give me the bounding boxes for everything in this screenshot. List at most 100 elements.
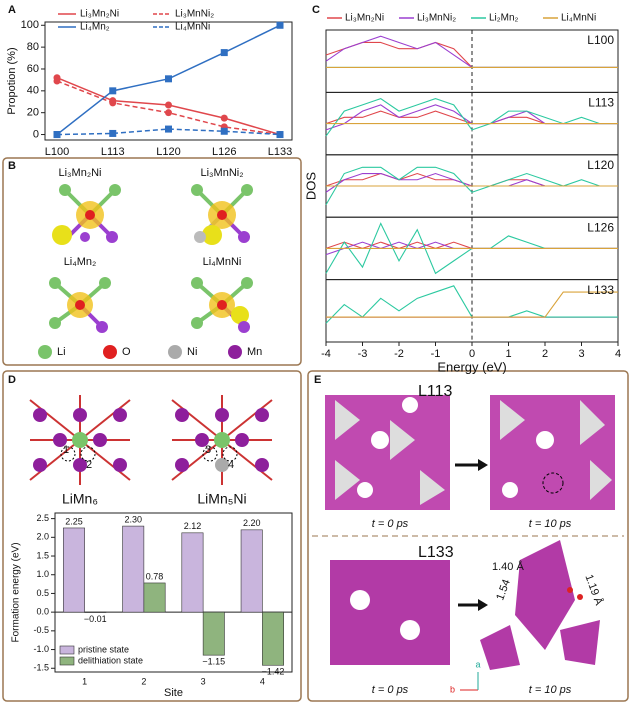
- subplot-label: L126: [587, 220, 614, 234]
- site-label: 3: [205, 444, 211, 456]
- y-tick-label: 2.5: [36, 513, 49, 523]
- subplot-label: L100: [587, 33, 614, 47]
- axis-name: a: [475, 659, 480, 669]
- x-tick-label: L126: [212, 146, 236, 158]
- y-axis-label: DOS: [303, 172, 318, 201]
- legend-swatch: [228, 345, 242, 359]
- arrow-head: [478, 459, 488, 471]
- y-tick-label: 2.0: [36, 532, 49, 542]
- marker: [109, 130, 116, 137]
- row-label: L133: [418, 544, 454, 561]
- crystal: [480, 540, 600, 670]
- structure-label: LiMn₆: [62, 491, 98, 507]
- value-label: 0.78: [146, 571, 164, 581]
- bar: [63, 528, 84, 612]
- bond-label: 1.54: [494, 578, 513, 602]
- x-tick-label: -2: [394, 348, 404, 360]
- y-tick-label: -0.5: [33, 625, 49, 635]
- subplot-label: L113: [588, 96, 614, 110]
- bar: [262, 612, 283, 665]
- bar: [123, 526, 144, 612]
- x-tick-label: -3: [358, 348, 368, 360]
- legend-swatch: [60, 657, 74, 665]
- value-label: −0.01: [84, 614, 107, 624]
- time-label: t = 0 ps: [372, 518, 409, 530]
- x-tick-label: 4: [260, 676, 265, 686]
- y-tick-label: -1.0: [33, 644, 49, 654]
- legend-label: Li: [57, 346, 66, 358]
- y-tick-label: 0: [33, 128, 39, 140]
- marker: [165, 102, 172, 109]
- structure-label: Li₄MnNi: [203, 256, 242, 268]
- bond-label: 1.40 Å: [492, 560, 524, 573]
- marker: [165, 109, 172, 116]
- value-label: 2.12: [184, 521, 202, 531]
- y-tick-label: 60: [27, 63, 39, 75]
- crystal: [330, 560, 450, 665]
- crystal: [325, 395, 450, 510]
- legend-label: Li₃MnNi₂: [175, 9, 214, 20]
- x-tick-label: 2: [141, 676, 146, 686]
- legend-label: Ni: [187, 346, 197, 358]
- legend-label: Li₂Mn₂: [489, 13, 519, 24]
- structure-label: Li₄Mn₂: [64, 256, 97, 268]
- panel-letter: A: [8, 4, 16, 16]
- x-tick-label: 3: [201, 676, 206, 686]
- bond-label: 1.19 Å: [582, 573, 605, 608]
- site-label: 2: [86, 459, 92, 471]
- site-label: 1: [63, 444, 69, 456]
- structure-label: Li₃MnNi₂: [201, 167, 244, 179]
- x-tick-label: 4: [615, 348, 621, 360]
- time-label: t = 10 ps: [529, 684, 572, 696]
- legend-label: Li₄MnNi: [175, 22, 210, 33]
- y-tick-label: 20: [27, 107, 39, 119]
- crystal: [490, 395, 615, 510]
- marker: [221, 49, 228, 56]
- legend-label: Mn: [247, 346, 262, 358]
- x-axis-label: Energy (eV): [437, 359, 506, 374]
- molecule: [49, 277, 111, 333]
- time-label: t = 10 ps: [529, 518, 572, 530]
- bar: [241, 530, 262, 612]
- marker: [165, 126, 172, 133]
- marker: [54, 78, 61, 85]
- legend-label: delithiation state: [78, 655, 143, 665]
- marker: [221, 115, 228, 122]
- subplot-label: L120: [587, 158, 614, 172]
- y-tick-label: 40: [27, 85, 39, 97]
- lattice: [172, 395, 272, 485]
- y-tick-label: 0.5: [36, 588, 49, 598]
- panel-letter: E: [314, 374, 321, 386]
- structures-b: Li₃Mn₂Ni Li₃MnNi₂ Li₄Mn₂ Li₄MnNi: [38, 167, 262, 359]
- bar: [182, 533, 203, 612]
- value-label: −1.15: [202, 657, 225, 667]
- y-tick-label: 0.0: [36, 607, 49, 617]
- marker: [165, 75, 172, 82]
- time-label: t = 0 ps: [372, 684, 409, 696]
- legend-label: Li₄Mn₂: [80, 22, 110, 33]
- x-tick-label: 3: [578, 348, 584, 360]
- legend-label: Li₃MnNi₂: [417, 13, 456, 24]
- legend-label: O: [122, 346, 131, 358]
- arrow-head: [478, 599, 488, 611]
- y-tick-label: 100: [21, 19, 39, 31]
- legend-swatch: [103, 345, 117, 359]
- y-tick-label: 1.5: [36, 550, 49, 560]
- structure-label: Li₃Mn₂Ni: [59, 167, 102, 179]
- molecule: [191, 184, 253, 245]
- subplot-label: L133: [587, 283, 614, 297]
- y-tick-label: 80: [27, 41, 39, 53]
- x-tick-label: 1: [505, 348, 511, 360]
- x-tick-label: 0: [469, 348, 475, 360]
- marker: [221, 128, 228, 135]
- structures-e: L113 t = 0 ps t = 10 ps L133 1.40 Å 1.54…: [325, 383, 615, 696]
- marker: [277, 22, 284, 29]
- legend-label: Li₃Mn₂Ni: [80, 9, 119, 20]
- legend-swatch: [38, 345, 52, 359]
- x-axis-label: Site: [164, 687, 183, 699]
- x-tick-label: L113: [101, 146, 125, 158]
- x-tick-label: L120: [156, 146, 180, 158]
- x-tick-label: -4: [321, 348, 331, 360]
- lattice: [30, 395, 130, 485]
- value-label: 2.30: [124, 514, 142, 524]
